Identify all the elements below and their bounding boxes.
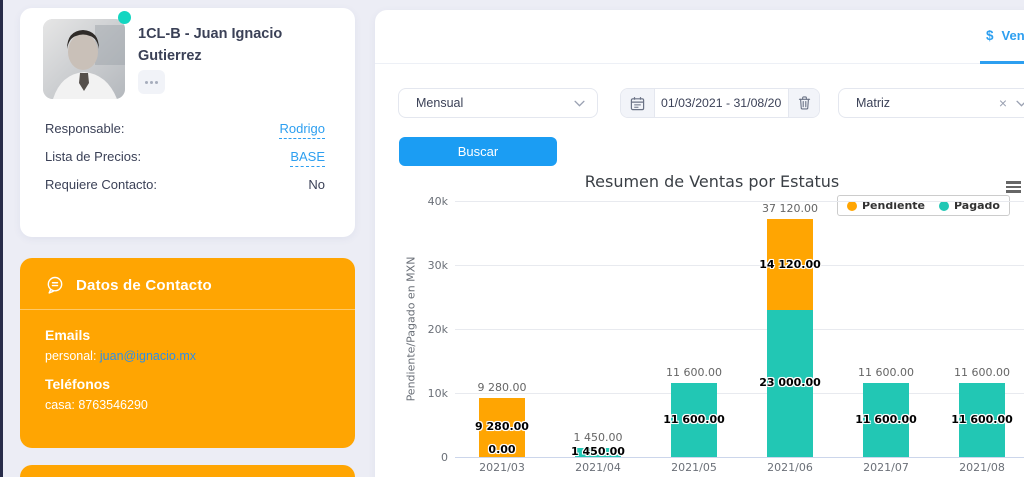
legend-dot [939, 200, 950, 211]
email-link[interactable]: juan@ignacio.mx [99, 349, 196, 363]
bar-segment-pagado [575, 447, 621, 457]
next-panel-stub [20, 465, 355, 477]
bar-segment-pendiente [479, 397, 525, 457]
chevron-down-icon [574, 100, 585, 107]
bar-value-label: 11 600.00 [855, 412, 917, 426]
main-panel: $ Ventas Mensual [375, 10, 1024, 477]
gridline [455, 329, 1024, 330]
legend-label: Pendiente [862, 199, 926, 212]
x-tick-label: 2021/05 [671, 461, 717, 474]
lista-precios-link[interactable]: BASE [290, 149, 325, 167]
field-lista-precios: Lista de Precios: BASE [45, 149, 325, 167]
y-tick-label: 20k [427, 323, 448, 336]
avatar-photo [43, 19, 125, 99]
period-select-value: Mensual [416, 96, 464, 110]
chart-legend: Pendiente Pagado [837, 195, 1010, 216]
date-range-group [620, 88, 820, 118]
y-tick-label: 10k [427, 387, 448, 400]
calendar-addon[interactable] [621, 89, 655, 117]
contact-data-panel: Datos de Contacto Emails personal: juan@… [20, 258, 355, 448]
stack-total-label: 37 120.00 [762, 202, 818, 216]
x-tick-label: 2021/03 [479, 461, 525, 474]
x-tick-label: 2021/06 [767, 461, 813, 474]
bar-segment-pagado [959, 382, 1005, 457]
stack-total-label: 9 280.00 [477, 380, 527, 394]
legend-item-pagado[interactable]: Pagado [939, 199, 1000, 212]
branch-select-value: Matriz [856, 96, 891, 110]
period-select[interactable]: Mensual [398, 88, 598, 118]
tab-ventas[interactable]: $ Ventas [980, 10, 1024, 64]
more-options-button[interactable] [138, 70, 165, 94]
stack-total-label: 1 450.00 [573, 430, 623, 444]
bar-segment-pagado [863, 382, 909, 457]
phones-heading: Teléfonos [45, 376, 111, 392]
ellipsis-icon [145, 80, 148, 84]
search-button[interactable]: Buscar [399, 137, 557, 166]
legend-dot [847, 200, 857, 211]
dollar-icon: $ [986, 28, 994, 43]
x-axis-line [455, 457, 1024, 458]
stack-total-label: 11 600.00 [858, 365, 914, 379]
collapsed-nav-strip [0, 0, 3, 477]
chart-title: Resumen de Ventas por Estatus [584, 172, 840, 191]
bar-segment-pendiente [767, 219, 813, 310]
y-tick-label: 0 [441, 451, 448, 464]
chat-bubble-icon [47, 276, 63, 294]
bar-value-label: 23 000.00 [759, 376, 821, 390]
bar-value-label: 11 600.00 [951, 412, 1013, 426]
email-label: personal: [45, 349, 100, 363]
online-status-dot [118, 11, 131, 24]
gridline [455, 393, 1024, 394]
chart: Resumen de Ventas por Estatus Pendiente P… [400, 168, 1024, 477]
gridline [455, 201, 1024, 202]
bar-value-label: 11 600.00 [663, 412, 725, 426]
clear-selection-icon[interactable]: × [998, 95, 1007, 111]
bar-segment-pagado [671, 382, 717, 457]
x-tick-label: 2021/08 [959, 461, 1005, 474]
chart-menu-icon[interactable] [1006, 181, 1021, 195]
field-label: Requiere Contacto: [45, 177, 158, 192]
y-tick-label: 40k [427, 195, 448, 208]
profile-fields: Responsable: Rodrigo Lista de Precios: B… [45, 121, 325, 202]
phone-line: casa: 8763546290 [45, 398, 148, 412]
field-requiere-contacto: Requiere Contacto: No [45, 177, 325, 192]
gridline [455, 265, 1024, 266]
field-label: Responsable: [45, 121, 125, 136]
x-tick-label: 2021/07 [863, 461, 909, 474]
y-tick-label: 30k [427, 259, 448, 272]
bar-value-label: 0.00 [488, 443, 516, 456]
trash-icon [798, 96, 810, 110]
bar-segment-pagado [767, 309, 813, 457]
client-name: 1CL-B - Juan Ignacio Gutierrez [138, 26, 283, 64]
contact-panel-body: Emails personal: juan@ignacio.mx Teléfon… [20, 310, 355, 442]
responsable-link[interactable]: Rodrigo [279, 121, 325, 139]
tab-ventas-label: Ventas [1001, 28, 1024, 43]
legend-label: Pagado [954, 199, 1000, 212]
field-responsable: Responsable: Rodrigo [45, 121, 325, 139]
chevron-down-icon [1016, 100, 1024, 107]
bar-value-label: 1 450.00 [571, 445, 625, 459]
emails-heading: Emails [45, 327, 91, 343]
bar-value-label: 9 280.00 [475, 420, 529, 434]
calendar-icon [630, 96, 645, 110]
stack-total-label: 11 600.00 [666, 365, 722, 379]
branch-select[interactable]: Matriz × [838, 88, 1024, 118]
clear-date-addon[interactable] [788, 89, 819, 117]
legend-item-pendiente[interactable]: Pendiente [847, 199, 925, 212]
stack-total-label: 11 600.00 [954, 365, 1010, 379]
contact-panel-title: Datos de Contacto [76, 276, 212, 294]
x-tick-label: 2021/04 [575, 461, 621, 474]
date-range-input[interactable] [655, 89, 788, 117]
profile-card: 1CL-B - Juan Ignacio Gutierrez Responsab… [20, 8, 355, 237]
bar-value-label: 14 120.00 [759, 257, 821, 271]
avatar [43, 19, 125, 99]
email-line: personal: juan@ignacio.mx [45, 349, 330, 363]
contact-panel-header: Datos de Contacto [20, 258, 355, 310]
requiere-contacto-value: No [308, 177, 325, 192]
field-label: Lista de Precios: [45, 149, 142, 164]
tabs-row: $ Ventas [375, 10, 1024, 64]
